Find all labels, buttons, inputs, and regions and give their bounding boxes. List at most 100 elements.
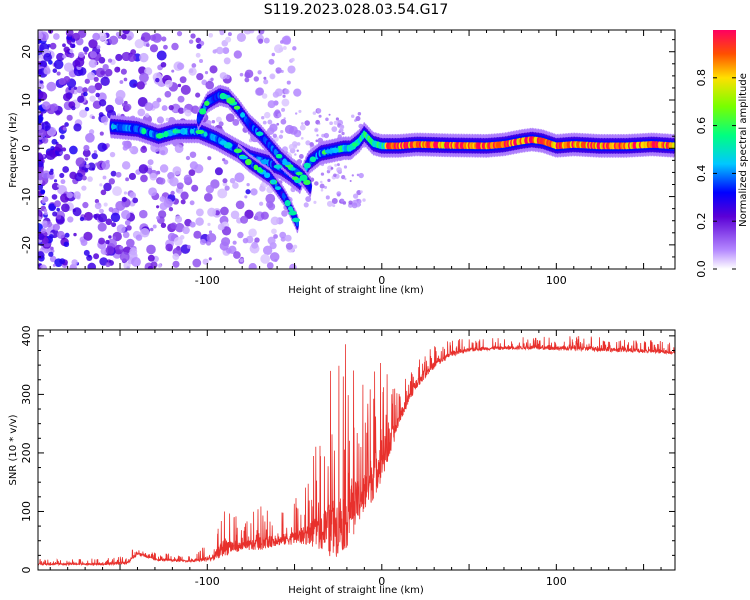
noise-blob <box>194 164 204 174</box>
track-bright-spot <box>240 112 246 118</box>
noise-blob <box>82 201 89 209</box>
noise-blob <box>91 152 98 160</box>
noise-blob <box>176 31 183 37</box>
snr-axes: -100 0 100 0 100 200 300 400 <box>20 325 675 588</box>
noise-blob <box>43 211 48 216</box>
noise-blob <box>314 181 319 186</box>
noise-blob <box>52 68 58 73</box>
noise-blob <box>331 198 338 205</box>
noise-blob <box>122 145 129 151</box>
noise-blob <box>176 62 185 70</box>
noise-blob <box>61 147 67 152</box>
noise-blob <box>195 92 201 98</box>
noise-blob <box>242 237 249 244</box>
track-bright-spot <box>303 179 311 186</box>
noise-blob <box>182 226 190 235</box>
noise-blob <box>99 131 104 136</box>
noise-blob <box>313 200 317 204</box>
noise-blob <box>204 71 209 75</box>
noise-blob <box>150 261 158 269</box>
noise-blob <box>107 58 113 63</box>
noise-blob <box>278 134 284 139</box>
noise-blob <box>316 108 322 114</box>
noise-blob <box>145 43 150 48</box>
noise-blob <box>276 122 280 126</box>
noise-blob <box>41 121 51 132</box>
noise-blob <box>129 191 137 199</box>
colorbar-tick-label: 0.8 <box>695 69 708 87</box>
colorbar-tick-label: 0.2 <box>695 212 708 230</box>
noise-blob <box>207 222 211 227</box>
noise-blob <box>175 222 185 233</box>
noise-blob <box>205 185 215 194</box>
noise-blob <box>73 232 77 237</box>
spectrogram-heatmap <box>38 30 675 269</box>
noise-blob <box>123 191 128 195</box>
noise-blob <box>180 84 191 95</box>
noise-blob <box>219 241 229 251</box>
noise-blob <box>124 219 131 226</box>
noise-blob <box>160 222 167 228</box>
noise-blob <box>284 234 292 242</box>
noise-blob <box>94 82 103 91</box>
noise-blob <box>121 210 131 220</box>
noise-blob <box>167 232 177 242</box>
noise-blob <box>288 143 295 150</box>
noise-blob <box>52 263 56 267</box>
noise-blob <box>158 177 166 185</box>
noise-blob <box>269 73 276 80</box>
noise-blob <box>71 44 76 49</box>
noise-blob <box>188 169 196 177</box>
noise-blob <box>328 113 331 116</box>
noise-blob <box>62 126 67 131</box>
noise-blob <box>73 86 78 90</box>
snr-plot-area <box>38 336 675 567</box>
noise-blob <box>108 235 112 239</box>
noise-blob <box>315 129 318 132</box>
track-bright-spot <box>233 105 241 110</box>
noise-blob <box>332 204 336 208</box>
noise-blob <box>292 46 297 51</box>
track-bright-spot <box>253 164 259 171</box>
colorbar-tick-label: 0.6 <box>695 117 708 135</box>
noise-blob <box>232 118 240 126</box>
noise-blob <box>41 199 46 204</box>
noise-blob <box>43 208 48 213</box>
noise-blob <box>319 180 323 184</box>
noise-blob <box>122 140 128 147</box>
noise-blob <box>327 165 333 171</box>
snr-y-label: SNR (10 * v/v) <box>8 414 19 485</box>
noise-blob <box>55 143 63 152</box>
noise-blob <box>100 115 109 124</box>
noise-blob <box>279 231 287 239</box>
noise-blob <box>156 205 160 209</box>
noise-blob <box>138 164 149 174</box>
noise-blob <box>227 32 232 37</box>
noise-blob <box>94 202 102 210</box>
noise-blob <box>148 187 157 197</box>
noise-blob <box>280 130 284 134</box>
noise-blob <box>38 233 45 241</box>
noise-blob <box>126 238 135 248</box>
noise-blob <box>140 174 148 183</box>
noise-blob <box>195 217 204 226</box>
noise-blob <box>109 151 116 158</box>
track-bright-spot <box>163 131 169 138</box>
noise-blob <box>359 190 363 194</box>
noise-blob <box>229 177 236 184</box>
noise-blob <box>246 183 250 187</box>
track-bright-spot <box>352 142 358 147</box>
noise-blob <box>110 212 121 223</box>
noise-blob <box>147 265 153 269</box>
noise-blob <box>352 193 359 199</box>
noise-blob <box>232 182 239 189</box>
noise-blob <box>139 72 149 83</box>
noise-blob <box>87 72 96 81</box>
noise-blob <box>140 228 150 238</box>
noise-blob <box>268 58 275 65</box>
noise-blob <box>123 262 131 269</box>
noise-blob <box>184 109 192 117</box>
noise-blob <box>38 160 44 168</box>
noise-blob <box>102 63 109 71</box>
noise-blob <box>245 189 251 195</box>
